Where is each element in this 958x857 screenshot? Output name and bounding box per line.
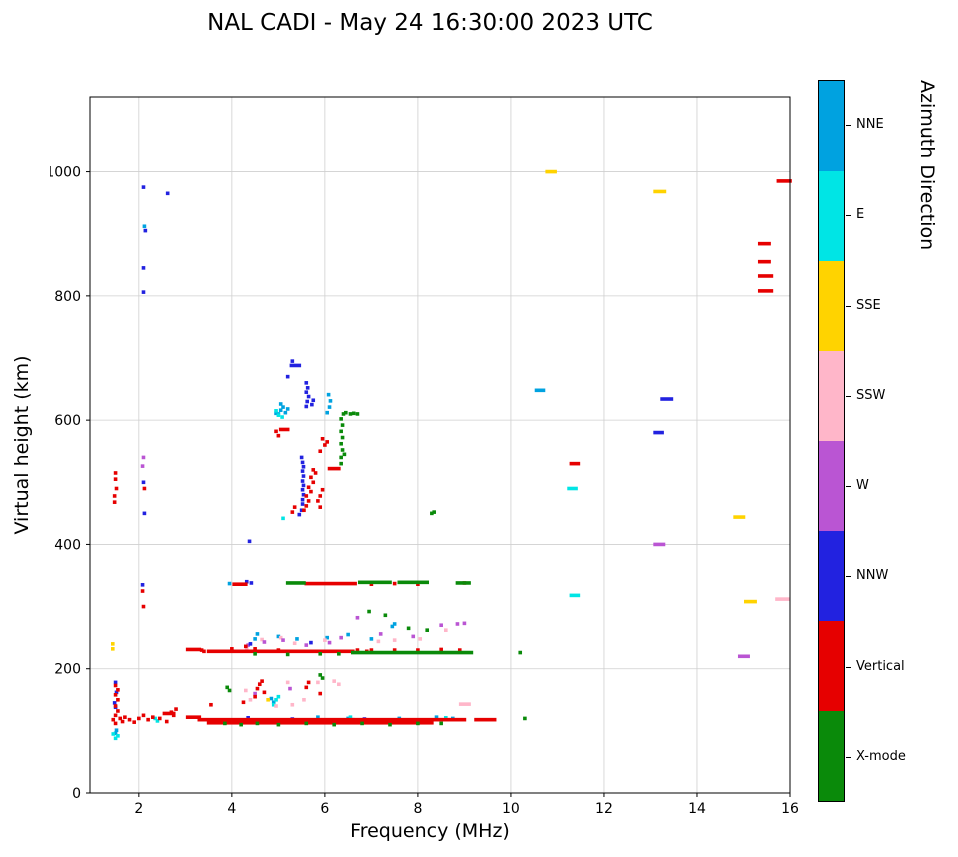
gridlines — [90, 97, 791, 794]
colorbar-label-Vertical: Vertical — [856, 658, 905, 674]
series-W — [140, 455, 750, 696]
x-tick-label: 4 — [227, 801, 236, 817]
y-tick-label: 800 — [54, 289, 81, 305]
x-tick-label: 6 — [320, 801, 329, 817]
colorbar-label-NNW: NNW — [856, 568, 889, 584]
colorbar-tick — [846, 395, 851, 397]
colorbar-tick — [846, 125, 851, 127]
colorbar-block-X-mode — [819, 711, 844, 801]
x-tick-label: 16 — [781, 801, 799, 817]
series-SSE — [110, 169, 757, 702]
colorbar-label-E: E — [856, 207, 865, 223]
colorbar-tick — [846, 666, 851, 668]
y-tick-label: 0 — [72, 786, 81, 802]
colorbar-label-SSE: SSE — [856, 297, 881, 313]
series-NNE — [113, 224, 546, 736]
x-axis-label: Frequency (MHz) — [350, 820, 510, 842]
colorbar-block-NNW — [819, 531, 844, 621]
colorbar-tick — [846, 215, 851, 217]
x-tick-label: 14 — [688, 801, 706, 817]
colorbar-block-SSW — [819, 351, 844, 441]
y-tick-label: 200 — [54, 662, 81, 678]
colorbar-block-SSE — [819, 261, 844, 351]
colorbar-block-Vertical — [819, 621, 844, 711]
colorbar-block-W — [819, 441, 844, 531]
ionogram-plot: 2 4 6 8 10 12 14 16 0 200 400 600 800 1000 — [50, 96, 799, 817]
series-X-mode — [223, 410, 527, 727]
axes-ticks: 2 4 6 8 10 12 14 16 0 200 400 600 800 1000 — [50, 165, 799, 817]
colorbar-block-NNE — [819, 81, 844, 171]
colorbar — [818, 80, 845, 802]
colorbar-label-W: W — [856, 478, 869, 494]
x-tick-label: 12 — [595, 801, 613, 817]
colorbar-label-SSW: SSW — [856, 387, 886, 403]
x-tick-label: 2 — [134, 801, 143, 817]
x-tick-label: 8 — [413, 801, 422, 817]
series-Vertical — [111, 179, 792, 726]
colorbar-block-E — [819, 171, 844, 261]
x-tick-label: 10 — [502, 801, 520, 817]
colorbar-tick — [846, 305, 851, 307]
plot-border — [89, 96, 791, 794]
y-tick-label: 400 — [54, 537, 81, 553]
y-tick-label: 1000 — [50, 165, 81, 181]
y-axis-label: Virtual height (km) — [11, 355, 33, 535]
colorbar-title: Azimuth Direction — [916, 80, 938, 251]
colorbar-tick — [846, 756, 851, 758]
chart-title: NAL CADI - May 24 16:30:00 2023 UTC — [207, 10, 653, 36]
colorbar-tick — [846, 576, 851, 578]
colorbar-label-X-mode: X-mode — [856, 748, 906, 764]
colorbar-tick — [846, 486, 851, 488]
colorbar-label-NNE: NNE — [856, 117, 884, 133]
y-tick-label: 600 — [54, 413, 81, 429]
series-E — [111, 409, 581, 741]
